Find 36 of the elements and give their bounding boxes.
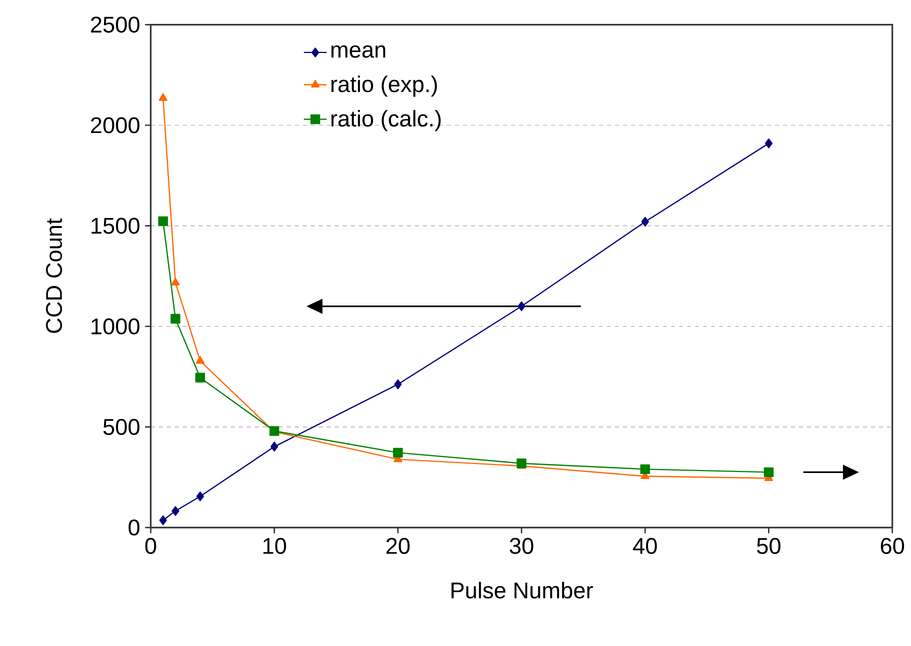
- point: [195, 372, 206, 382]
- x-tick-label: 30: [510, 538, 534, 554]
- x-tick-label: 20: [386, 538, 410, 554]
- point: [196, 491, 204, 502]
- point: [641, 216, 649, 227]
- point: [196, 356, 204, 364]
- legend-label: ratio (calc.): [331, 110, 441, 132]
- point: [159, 515, 167, 526]
- point: [764, 467, 774, 477]
- legend-label: mean: [331, 45, 386, 58]
- legend-label: ratio (exp.): [331, 75, 437, 97]
- point: [172, 506, 180, 516]
- point: [158, 216, 168, 226]
- point: [764, 138, 773, 148]
- point: [516, 458, 526, 468]
- y-tick-label: 1500: [92, 218, 140, 234]
- y-tick-label: 500: [103, 418, 140, 435]
- point: [393, 448, 403, 458]
- x-tick-label: 10: [263, 538, 286, 554]
- x-axis-title: Pulse Number: [452, 582, 593, 598]
- point: [270, 442, 278, 452]
- point: [640, 464, 650, 474]
- y-tick-label: 1000: [92, 318, 140, 334]
- x-tick-label: 50: [757, 538, 780, 554]
- point: [518, 301, 526, 312]
- y-axis-title: CCD Count: [46, 218, 62, 333]
- point: [171, 278, 180, 286]
- y-tick-label: 2000: [91, 117, 140, 134]
- x-tick-label: 40: [633, 538, 657, 554]
- point: [158, 93, 168, 101]
- y-tick-label: 2500: [91, 16, 140, 33]
- point: [394, 379, 402, 390]
- point: [170, 314, 180, 324]
- x-tick-label: 0: [145, 538, 156, 554]
- x-tick-label: 60: [880, 538, 904, 554]
- y-tick-label: 0: [128, 519, 140, 536]
